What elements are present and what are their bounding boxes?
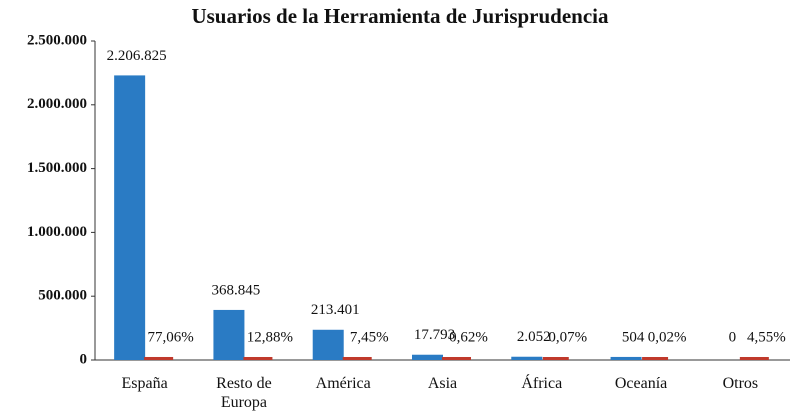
data-label: 0 (729, 329, 737, 345)
bar (114, 75, 146, 361)
x-tick-label: América (315, 375, 371, 392)
data-label: 17.793 (414, 327, 455, 343)
data-label: 2.052 (517, 329, 551, 345)
data-label: 77,06% (148, 329, 194, 345)
y-tick-label: 2.500.000 (27, 32, 87, 48)
data-label: 504 (622, 329, 645, 345)
y-tick-label: 1.500.000 (27, 160, 87, 176)
x-tick-label: España (121, 375, 168, 392)
data-label: 0,62% (449, 329, 488, 345)
x-tick-label: África (521, 375, 563, 392)
data-label: 0,07% (548, 329, 587, 345)
data-label: 2.206.825 (107, 48, 167, 64)
y-tick-label: 2.000.000 (27, 96, 87, 112)
x-tick-label: Asia (427, 375, 458, 392)
chart-title: Usuarios de la Herramienta de Jurisprude… (191, 4, 609, 28)
x-tick-label: Otros (722, 375, 759, 392)
bar (213, 309, 245, 360)
x-tick-label: Resto de Europa (216, 375, 272, 411)
bar (312, 329, 344, 360)
data-label: 4,55% (747, 329, 786, 345)
x-tick-label: Oceanía (614, 375, 668, 392)
y-tick-label: 500.000 (38, 288, 87, 304)
y-tick-label: 0 (80, 351, 88, 367)
y-tick-label: 1.000.000 (27, 224, 87, 240)
data-label: 7,45% (350, 329, 389, 345)
bar (412, 354, 443, 361)
data-label: 368.845 (212, 282, 261, 298)
data-label: 0,02% (648, 329, 687, 345)
data-label: 12,88% (247, 329, 293, 345)
data-label: 213.401 (311, 302, 360, 318)
